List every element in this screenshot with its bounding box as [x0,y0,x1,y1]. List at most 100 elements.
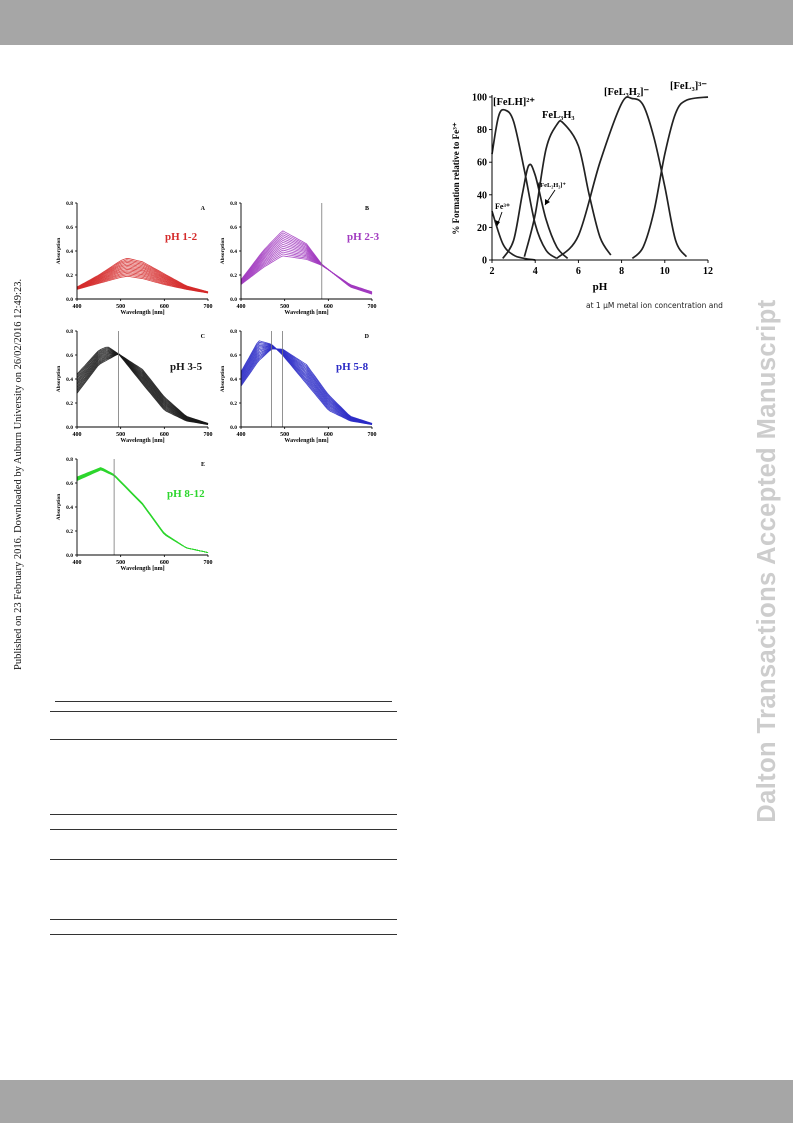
species-curve [502,163,569,260]
x-tick-label: 8 [619,266,624,277]
spectrum-curve [76,467,209,553]
y-axis-title: Absorption [56,366,62,393]
spectrum-curve [76,468,209,553]
spectrum-curve [76,467,209,553]
table-rule [55,701,392,702]
spectra-panel-e: 0.0 0.2 0.4 0.6 0.8 400 500 600 700 Wavelength [n… [56,457,213,572]
y-tick-label: 0.4 [230,377,237,383]
spectrum-curve [240,347,373,424]
y-tick-label: 20 [477,223,487,234]
x-tick-label: 2 [490,266,495,277]
y-tick-label: 60 [477,158,487,169]
x-tick-label: 600 [160,560,169,566]
x-tick-label: 400 [237,432,246,438]
x-tick-label: 500 [116,560,125,566]
speciation-plot: 0 20 40 60 80 100 2 4 6 8 10 12 pH % Formation relati… [451,81,713,293]
x-axis-title: Wavelength [nm] [120,438,164,444]
x-tick-label: 500 [280,304,289,310]
y-tick-label: 0.2 [230,401,237,407]
species-label: [FeL₂H₂]⁺ [538,182,566,189]
x-axis-title: Wavelength [nm] [284,310,328,316]
x-tick-label: 500 [280,432,289,438]
x-tick-label: 600 [160,432,169,438]
panel-letter: D [365,334,370,340]
spectra-panel-b: 0.0 0.2 0.4 0.6 0.8 400 500 600 700 Wavelength [n… [220,201,380,316]
x-tick-label: 400 [73,560,82,566]
table-rule [50,859,397,860]
table-rule [50,829,397,830]
spectrum-curve [76,469,209,553]
x-tick-label: 600 [324,304,333,310]
y-tick-label: 0.0 [66,297,73,303]
spectra-panel-d: 0.0 0.2 0.4 0.6 0.8 400 500 600 700 Wavelength [n… [220,329,377,444]
spectrum-curve [76,468,209,553]
spectrum-curve [240,230,373,295]
table-rule [50,739,397,740]
x-axis-title: pH [593,281,608,293]
ph-range-label: pH 8-12 [167,488,205,500]
y-axis-title: Absorption [220,366,226,393]
y-tick-label: 100 [472,93,487,104]
x-tick-label: 600 [324,432,333,438]
species-curve [523,120,612,257]
spectrum-curve [76,469,209,553]
species-label: [FeLH]²⁺ [493,97,535,108]
species-curve [491,108,558,260]
spectrum-curve [76,468,209,553]
x-tick-label: 700 [204,304,213,310]
y-tick-label: 0.8 [230,329,237,335]
x-tick-label: 4 [533,266,538,277]
spectrum-curve [240,348,373,424]
ph-range-label: pH 1-2 [165,231,198,243]
y-tick-label: 0.0 [230,297,237,303]
y-tick-label: 0.0 [66,553,73,559]
y-tick-label: 0.0 [66,425,73,431]
species-curve [491,210,536,261]
panel-letter: E [201,462,205,468]
panel-letter: C [201,334,205,340]
x-axis-title: Wavelength [nm] [120,310,164,316]
y-tick-label: 0.0 [230,425,237,431]
y-tick-label: 0.8 [66,201,73,207]
y-axis-title: Absorption [56,238,62,265]
bottom-footer-bar [0,1080,793,1123]
spectrum-curve [76,469,209,553]
y-tick-label: 0.8 [230,201,237,207]
y-tick-label: 0.4 [230,249,237,255]
arrow-head [495,220,500,226]
y-axis-title: % Formation relative to Fe³⁺ [451,122,461,234]
spectrum-curve [76,468,209,553]
species-curve [631,96,709,260]
x-tick-label: 400 [237,304,246,310]
y-tick-label: 0.2 [66,401,73,407]
y-tick-label: 0.2 [230,273,237,279]
x-tick-label: 6 [576,266,581,277]
species-label: FeL₃H₃ [542,110,575,121]
y-tick-label: 80 [477,125,487,136]
y-tick-label: 0.6 [230,225,237,231]
y-tick-label: 0.2 [66,273,73,279]
panel-letter: B [365,206,369,212]
x-tick-label: 700 [368,304,377,310]
y-tick-label: 0.8 [66,457,73,463]
y-tick-label: 0.8 [66,329,73,335]
spectrum-curve [76,467,209,553]
x-tick-label: 500 [116,432,125,438]
table-rule [50,711,397,712]
spectrum-curve [240,348,373,424]
x-tick-label: 500 [116,304,125,310]
table-rule [50,814,397,815]
x-tick-label: 400 [73,432,82,438]
y-tick-label: 0.4 [66,505,73,511]
x-tick-label: 700 [204,432,213,438]
ph-range-label: pH 2-3 [347,231,380,243]
y-tick-label: 0.2 [66,529,73,535]
uv-vis-spectra-figure: 0.0 0.2 0.4 0.6 0.8 400 500 600 700 Wavelength [n… [56,201,380,572]
x-tick-label: 400 [73,304,82,310]
spectrum-curve [76,467,209,553]
x-tick-label: 10 [660,266,670,277]
spectrum-curve [76,468,209,553]
species-label: [FeL₃]³⁻ [670,81,707,92]
body-text-fragment: at 1 µM metal ion concentration and [586,301,723,310]
x-axis-title: Wavelength [nm] [284,438,328,444]
